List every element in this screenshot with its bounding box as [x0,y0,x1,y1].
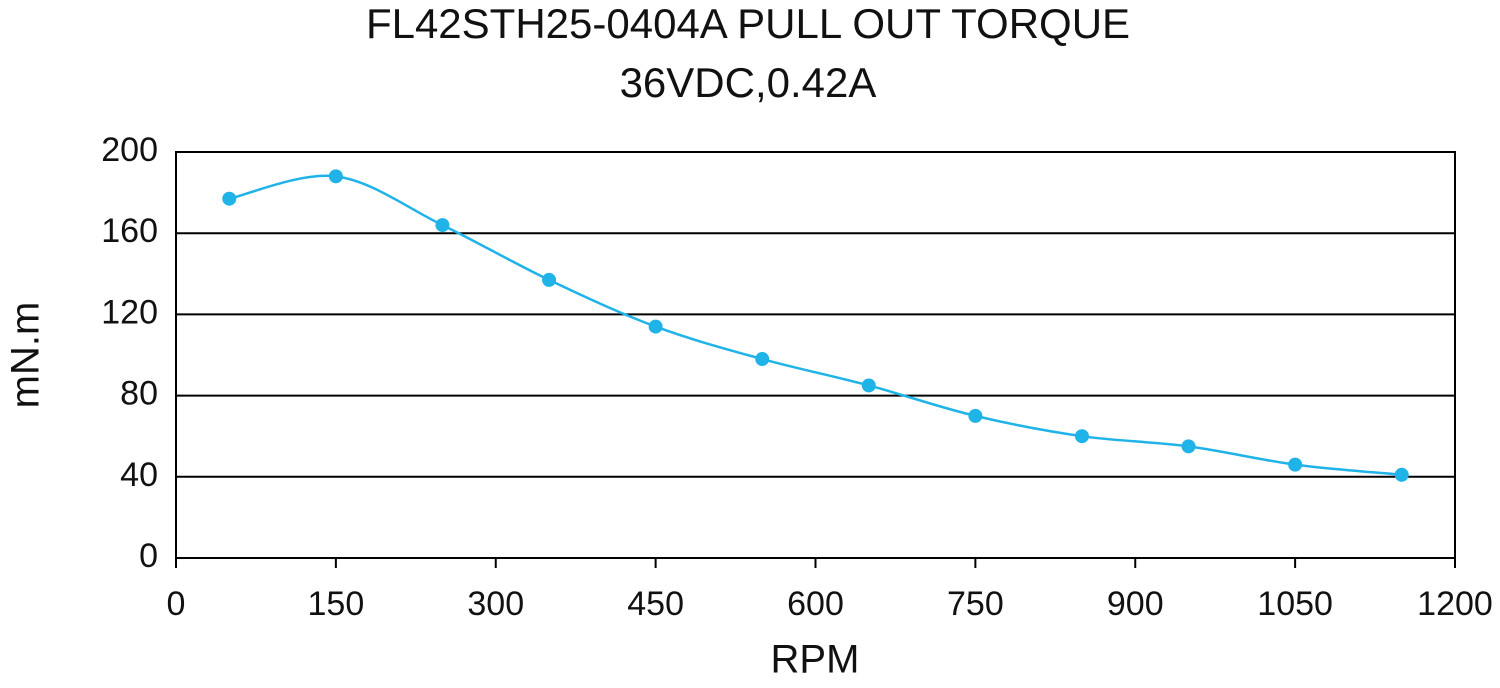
plot-frame [175,151,1456,559]
x-tick-label: 300 [467,585,524,623]
y-tick-label: 40 [120,456,158,494]
x-tick-label: 0 [167,585,186,623]
marker [542,272,557,287]
marker [1394,467,1409,482]
x-tick-label: 150 [308,585,365,623]
x-tick-label: 450 [627,585,684,623]
x-tick-label: 750 [947,585,1004,623]
chart-title: FL42STH25-0404A PULL OUT TORQUE [366,0,1130,47]
marker [328,169,343,184]
line [229,174,1402,477]
y-tick-label: 200 [101,131,158,169]
y-tick-label: 120 [101,293,158,331]
y-tick-label: 160 [101,212,158,250]
x-tick-label: 600 [787,585,844,623]
marker [968,408,983,423]
marker [861,378,876,393]
marker [755,352,770,367]
marker [435,218,450,233]
marker [1181,439,1196,454]
x-axis-label: RPM [771,638,860,682]
y-axis-label: mN.m [4,302,48,409]
marker [1074,429,1089,444]
y-tick-label: 0 [139,537,158,575]
marker [222,191,237,206]
y-tick-label: 80 [120,375,158,413]
marker [648,319,663,334]
x-tick-label: 1200 [1417,585,1493,623]
chart-subtitle: 36VDC,0.42A [620,59,877,106]
x-tick-label: 1050 [1257,585,1333,623]
marker [1288,457,1303,472]
x-tick-label: 900 [1107,585,1164,623]
